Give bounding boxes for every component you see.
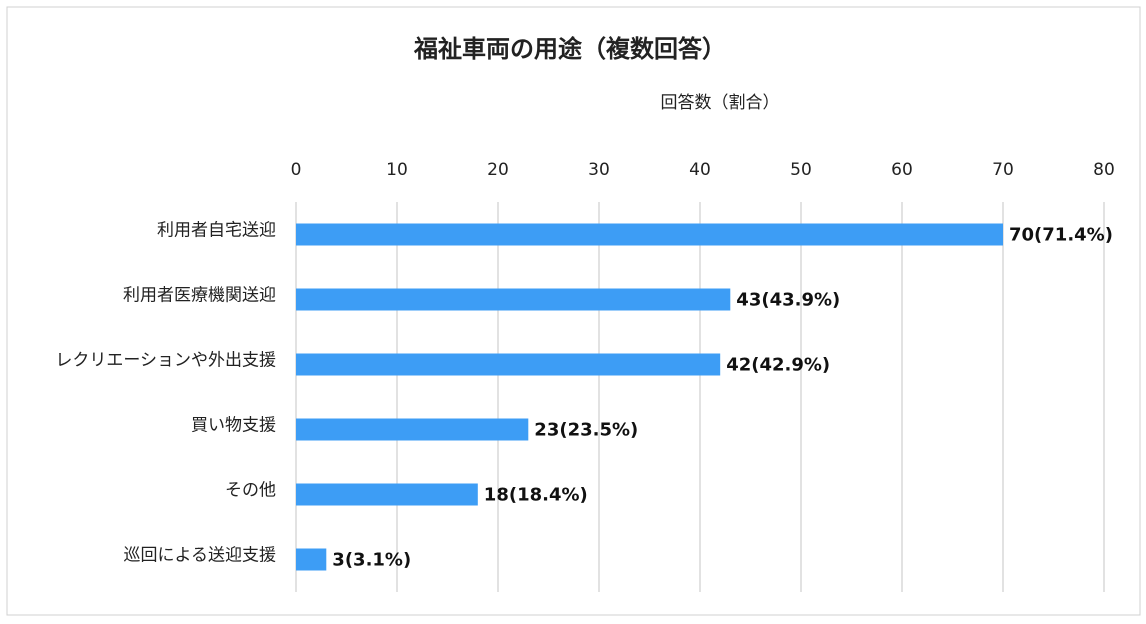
- bar: [296, 223, 1003, 246]
- value-label: 70(71.4%): [1009, 225, 1113, 246]
- x-tick-label: 0: [291, 160, 302, 180]
- y-tick-label: 巡回による送迎支援: [124, 546, 277, 566]
- bar: [296, 353, 721, 376]
- value-label: 43(43.9%): [736, 290, 840, 311]
- bar: [296, 483, 478, 506]
- axis-title: 回答数（割合）: [661, 93, 780, 113]
- x-tick-label: 80: [1093, 160, 1115, 180]
- value-label: 3(3.1%): [332, 550, 411, 571]
- x-tick-label: 20: [487, 160, 509, 180]
- bar: [296, 288, 731, 311]
- value-label: 42(42.9%): [726, 355, 830, 376]
- x-tick-label: 30: [588, 160, 610, 180]
- y-tick-label: 利用者自宅送迎: [157, 221, 276, 241]
- y-tick-label: レクリエーションや外出支援: [55, 351, 276, 371]
- x-tick-label: 50: [790, 160, 812, 180]
- y-tick-label: その他: [225, 481, 276, 501]
- x-tick-label: 70: [992, 160, 1014, 180]
- y-tick-label: 買い物支援: [191, 416, 276, 436]
- x-tick-label: 10: [386, 160, 408, 180]
- bar: [296, 418, 529, 441]
- y-tick-label: 利用者医療機関送迎: [123, 286, 276, 306]
- bar: [296, 548, 327, 571]
- value-label: 23(23.5%): [534, 420, 638, 441]
- chart-frame: [6, 6, 1141, 616]
- value-label: 18(18.4%): [484, 485, 588, 506]
- x-tick-label: 40: [689, 160, 711, 180]
- x-tick-label: 60: [891, 160, 913, 180]
- chart-title: 福祉車両の用途（複数回答）: [413, 35, 726, 63]
